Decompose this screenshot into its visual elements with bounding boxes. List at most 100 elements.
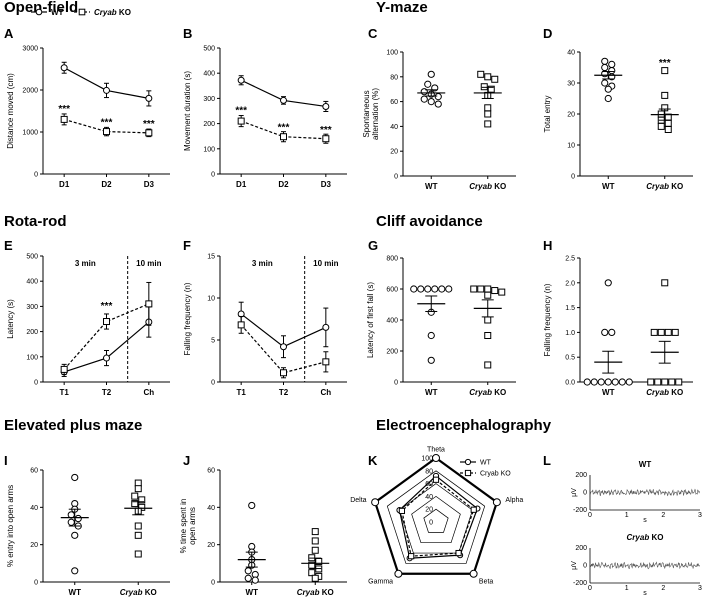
radar-grid-ring (373, 456, 499, 575)
x-tick-label: WT (425, 388, 438, 397)
panel-k-radar: 0 20 40 60 80 100 Theta Alpha Beta Gamma Delta WT Cr… (350, 447, 523, 586)
y-tick-label: 0 (571, 174, 575, 181)
data-point-wt (244, 574, 252, 582)
data-point-ko (661, 91, 669, 99)
eeg-y-tick-label: 200 (575, 472, 587, 479)
data-point-ko (134, 531, 142, 539)
eeg-x-tick-label: 0 (588, 585, 592, 592)
radar-axis-label: Gamma (368, 579, 393, 586)
y-tick-label: 20 (207, 542, 215, 549)
axes-panel-c: 0 20 40 60 80 100 WT Cryab KO Spontaneousalterna… (362, 50, 516, 191)
panel-label-b: B (183, 26, 192, 41)
x-tick-label: D1 (59, 180, 70, 189)
radar-tick-label: 40 (425, 494, 433, 501)
y-tick-label: 60 (390, 99, 398, 106)
x-tick-label: WT (602, 388, 615, 397)
eeg-x-tick-label: 3 (698, 512, 702, 519)
data-point-wt (601, 79, 609, 87)
data-point-wt (601, 328, 609, 336)
y-tick-label: 100 (386, 50, 398, 57)
axes-panel-h: 0.0 0.5 1.0 1.5 2.0 2.5 WT Cryab KO Falling freq… (543, 256, 693, 397)
x-tick-label: T2 (279, 388, 289, 397)
y-axis-label-line: open arms (188, 507, 197, 545)
eeg-x-axis-label: s (643, 517, 647, 524)
panel-label-i: I (4, 453, 8, 468)
y-tick-label: 40 (207, 505, 215, 512)
y-tick-label: 400 (203, 71, 215, 78)
data-point-wt (608, 328, 616, 336)
data-point-ko (498, 288, 506, 296)
eeg-x-tick-label: 0 (588, 512, 592, 519)
significance-star: *** (235, 106, 247, 117)
y-axis-label: Falling frequency (n) (543, 283, 552, 356)
eeg-title-italic: Cryab (627, 533, 650, 542)
significance-star: *** (101, 117, 113, 128)
data-point-wt (618, 378, 626, 386)
y-axis-label: Falling frequency (n) (183, 282, 192, 355)
x-tick-label: Cryab KO (120, 588, 157, 597)
data-point-ko (661, 67, 669, 75)
x-tick-label: D3 (144, 180, 155, 189)
y-tick-label: 300 (26, 304, 38, 311)
data-point-wt (590, 378, 598, 386)
data-point-ko (131, 492, 139, 500)
ko-rest-part: KO (319, 588, 333, 597)
point-wt (237, 76, 245, 84)
data-point-wt (427, 70, 435, 78)
y-tick-label: 40 (30, 505, 38, 512)
data-point-wt (604, 94, 612, 103)
panel-label-c: C (368, 26, 378, 41)
y-tick-label: 1000 (22, 130, 38, 137)
data-point-wt (74, 514, 82, 523)
y-tick-label: 100 (203, 146, 215, 153)
radar-point-ko (470, 506, 477, 513)
y-tick-label: 0 (34, 580, 38, 587)
data-point-ko (664, 328, 672, 336)
data-point-ko (671, 328, 679, 336)
data-point-wt (434, 100, 442, 108)
data-point-ko (661, 279, 669, 287)
section-title-eeg: Electroencephalography (376, 417, 552, 434)
point-ko (60, 365, 68, 373)
y-tick-label: 0 (211, 380, 215, 387)
data-point-ko (650, 328, 658, 336)
data-point-wt (608, 67, 616, 75)
radar-vertex (371, 498, 380, 507)
data-point-ko (477, 285, 485, 293)
data-point-ko (484, 332, 492, 339)
x-tick-label: WT (246, 588, 259, 597)
legend-wt-label: WT (51, 8, 64, 17)
y-axis-label: Total entry (543, 96, 552, 133)
eeg-x-tick-label: 2 (661, 585, 665, 592)
y-axis-label: Latency of first fall (s) (366, 282, 375, 358)
y-tick-label: 80 (390, 74, 398, 81)
y-tick-label: 20 (30, 542, 38, 549)
legend-open-field: WT Cryab KO (31, 8, 131, 17)
significance-star: *** (143, 119, 155, 130)
x-tick-label: Ch (320, 388, 331, 397)
data-point-wt (251, 576, 259, 584)
radar-legend-ko-marker (464, 469, 472, 477)
y-tick-label: 500 (203, 46, 215, 53)
data-point-wt (434, 93, 442, 101)
x-tick-label: T1 (59, 388, 69, 397)
data-point-ko (470, 285, 478, 293)
phase-label: 10 min (313, 259, 338, 268)
point-ko (103, 128, 110, 136)
data-point-ko (491, 287, 499, 295)
radar-grid-ring (399, 483, 473, 554)
point-ko (280, 133, 287, 141)
series-line-ko (63, 303, 150, 370)
x-tick-label: Cryab KO (297, 588, 334, 597)
eeg-x-axis-label: s (643, 590, 647, 597)
eeg-y-tick-label: 200 (575, 545, 587, 552)
data-point-wt (67, 511, 75, 519)
y-tick-label: 200 (203, 121, 215, 128)
ko-rest-part: KO (117, 8, 131, 17)
x-tick-label: Cryab KO (469, 182, 506, 191)
y-axis-label: % time spent inopen arms (179, 499, 197, 554)
radar-legend-wt-marker (464, 458, 472, 466)
